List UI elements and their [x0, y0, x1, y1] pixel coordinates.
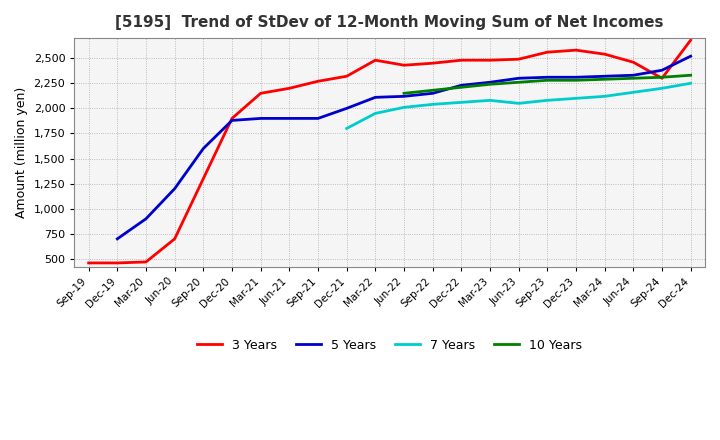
10 Years: [400, 91, 408, 96]
5 Years: [314, 116, 323, 121]
7 Years: [428, 102, 437, 107]
3 Years: [171, 236, 179, 242]
10 Years: [428, 88, 437, 93]
3 Years: [572, 48, 580, 53]
3 Years: [256, 91, 265, 96]
3 Years: [199, 176, 207, 181]
5 Years: [543, 75, 552, 80]
10 Years: [629, 76, 638, 81]
5 Years: [486, 80, 495, 85]
3 Years: [285, 86, 294, 91]
5 Years: [629, 73, 638, 78]
3 Years: [228, 116, 236, 121]
5 Years: [657, 68, 666, 73]
3 Years: [342, 73, 351, 79]
3 Years: [113, 260, 122, 266]
10 Years: [572, 77, 580, 83]
3 Years: [514, 57, 523, 62]
7 Years: [686, 81, 695, 86]
3 Years: [457, 58, 466, 63]
7 Years: [514, 101, 523, 106]
3 Years: [142, 259, 150, 264]
5 Years: [428, 91, 437, 96]
7 Years: [572, 95, 580, 101]
5 Years: [228, 118, 236, 123]
5 Years: [572, 75, 580, 80]
3 Years: [371, 58, 379, 63]
10 Years: [514, 80, 523, 85]
10 Years: [686, 73, 695, 78]
3 Years: [400, 62, 408, 68]
5 Years: [113, 236, 122, 242]
5 Years: [686, 54, 695, 59]
10 Years: [600, 77, 609, 82]
10 Years: [457, 84, 466, 90]
Legend: 3 Years, 5 Years, 7 Years, 10 Years: 3 Years, 5 Years, 7 Years, 10 Years: [192, 334, 587, 357]
3 Years: [428, 61, 437, 66]
5 Years: [142, 216, 150, 221]
Title: [5195]  Trend of StDev of 12-Month Moving Sum of Net Incomes: [5195] Trend of StDev of 12-Month Moving…: [115, 15, 664, 30]
3 Years: [543, 50, 552, 55]
5 Years: [371, 95, 379, 100]
3 Years: [314, 79, 323, 84]
5 Years: [600, 73, 609, 79]
Line: 10 Years: 10 Years: [404, 75, 690, 93]
3 Years: [600, 51, 609, 57]
3 Years: [629, 59, 638, 65]
5 Years: [400, 94, 408, 99]
7 Years: [342, 126, 351, 131]
5 Years: [171, 186, 179, 191]
5 Years: [514, 76, 523, 81]
10 Years: [486, 82, 495, 87]
10 Years: [657, 75, 666, 80]
Line: 3 Years: 3 Years: [89, 40, 690, 263]
3 Years: [686, 37, 695, 43]
3 Years: [657, 76, 666, 81]
5 Years: [285, 116, 294, 121]
7 Years: [657, 86, 666, 91]
Line: 7 Years: 7 Years: [346, 83, 690, 128]
5 Years: [457, 83, 466, 88]
Y-axis label: Amount (million yen): Amount (million yen): [15, 87, 28, 218]
3 Years: [486, 58, 495, 63]
7 Years: [371, 111, 379, 116]
5 Years: [256, 116, 265, 121]
7 Years: [543, 98, 552, 103]
7 Years: [400, 105, 408, 110]
5 Years: [342, 106, 351, 111]
10 Years: [543, 77, 552, 83]
3 Years: [84, 260, 93, 266]
7 Years: [600, 94, 609, 99]
Line: 5 Years: 5 Years: [117, 56, 690, 239]
5 Years: [199, 146, 207, 151]
7 Years: [486, 98, 495, 103]
7 Years: [457, 100, 466, 105]
7 Years: [629, 90, 638, 95]
